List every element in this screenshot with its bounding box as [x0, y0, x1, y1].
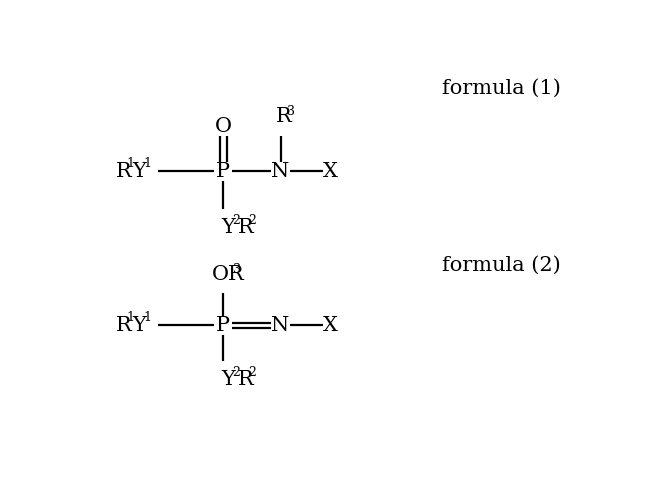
Text: Y: Y	[133, 316, 146, 335]
Text: O: O	[215, 117, 232, 136]
Text: 1: 1	[144, 157, 152, 169]
Text: P: P	[216, 162, 230, 181]
Text: formula (1): formula (1)	[442, 79, 561, 98]
Text: N: N	[272, 162, 290, 181]
Text: Y: Y	[221, 218, 235, 237]
Text: R: R	[115, 316, 132, 335]
Text: X: X	[323, 162, 338, 181]
Text: 1: 1	[126, 157, 135, 169]
Text: OR: OR	[212, 265, 245, 284]
Text: 1: 1	[144, 310, 152, 324]
Text: R: R	[237, 218, 253, 237]
Text: 2: 2	[232, 214, 240, 227]
Text: N: N	[272, 316, 290, 335]
Text: 3: 3	[286, 105, 295, 118]
Text: Y: Y	[133, 162, 146, 181]
Text: 2: 2	[232, 366, 240, 379]
Text: Y: Y	[221, 370, 235, 389]
Text: X: X	[323, 316, 338, 335]
Text: formula (2): formula (2)	[442, 256, 561, 275]
Text: 1: 1	[126, 310, 135, 324]
Text: R: R	[237, 370, 253, 389]
Text: P: P	[216, 316, 230, 335]
Text: 2: 2	[248, 214, 257, 227]
Text: 2: 2	[248, 366, 257, 379]
Text: R: R	[115, 162, 132, 181]
Text: R: R	[275, 107, 292, 126]
Text: 3: 3	[233, 263, 241, 276]
